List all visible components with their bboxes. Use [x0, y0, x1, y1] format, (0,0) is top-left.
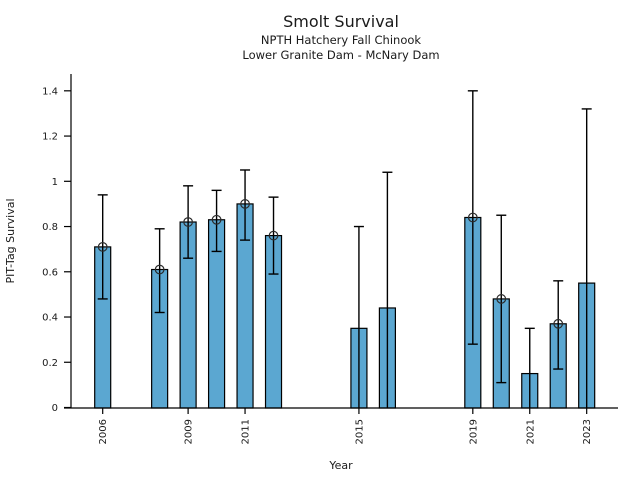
y-tick-label-0.2: 0.2: [42, 358, 58, 369]
y-axis-label: PIT-Tag Survival: [4, 198, 17, 283]
y-tick-label-1.2: 1.2: [42, 132, 58, 143]
point-marker-2009: [183, 217, 194, 227]
point-marker-2008: [154, 264, 165, 275]
y-tick-label-1.4: 1.4: [42, 86, 58, 97]
y-tick-label-0.6: 0.6: [42, 267, 58, 278]
chart-subtitle-reach: Lower Granite Dam - McNary Dam: [242, 48, 439, 62]
y-tick-label-0: 0: [52, 403, 58, 414]
x-axis-label: Year: [328, 459, 353, 472]
point-marker-2011: [240, 199, 250, 209]
axis-ticks: 0 0.2 0.4 0.6 0.8 1 1.2 1.4 2006 2009 2011 2015 2019…: [42, 86, 593, 444]
x-tick-label-2009: 2009: [184, 419, 195, 444]
y-tick-label-1: 1: [52, 177, 58, 188]
point-marker-2020: [496, 294, 507, 304]
x-tick-label-2006: 2006: [98, 419, 109, 444]
chart-title: Smolt Survival: [283, 12, 399, 31]
x-tick-label-2023: 2023: [582, 419, 593, 444]
point-marker-2006: [97, 241, 108, 252]
chart-subtitle-hatchery: NPTH Hatchery Fall Chinook: [261, 33, 421, 47]
plot-area: [94, 90, 596, 409]
point-marker-2012: [268, 230, 279, 241]
x-tick-label-2011: 2011: [241, 419, 252, 444]
x-tick-label-2021: 2021: [525, 419, 536, 444]
x-tick-label-2015: 2015: [354, 419, 365, 444]
point-marker-2010: [211, 214, 222, 225]
y-tick-label-0.4: 0.4: [42, 313, 58, 324]
y-tick-label-0.8: 0.8: [42, 222, 58, 233]
point-marker-2022: [553, 318, 564, 329]
point-marker-2019: [467, 212, 478, 223]
x-tick-label-2019: 2019: [468, 419, 479, 444]
